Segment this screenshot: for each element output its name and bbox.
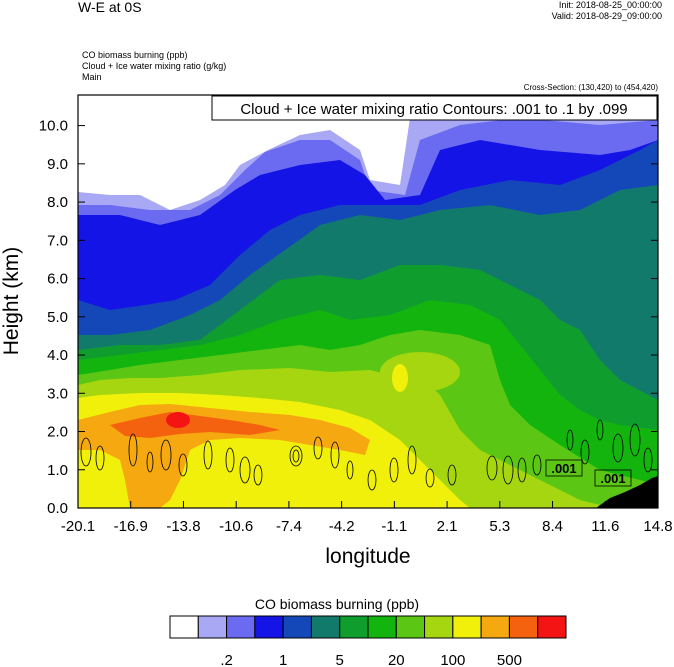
x-tick-label: 2.1 <box>437 518 458 535</box>
colorbar-label: 1 <box>279 652 287 667</box>
y-tick-label: 1.0 <box>47 462 68 479</box>
x-tick-label: 5.3 <box>489 518 510 535</box>
colorbar-swatch <box>310 615 341 639</box>
contour-label-box-1 <box>545 459 583 477</box>
y-tick-label: 9.0 <box>47 156 68 173</box>
colorbar-swatch <box>169 615 199 639</box>
colorbar-swatch <box>424 615 454 639</box>
plot-frame <box>77 94 659 509</box>
colorbar-swatch <box>452 615 482 639</box>
colorbar-label: 100 <box>440 652 465 667</box>
cloud-contours <box>80 419 653 491</box>
colorbar-swatch <box>537 615 567 639</box>
y-tick-label: 6.0 <box>47 271 68 288</box>
colorbar-swatch <box>395 615 426 639</box>
x-tick-label: 8.4 <box>542 518 563 535</box>
field-label-co: CO biomass burning (ppb) <box>82 50 188 60</box>
field-label-main: Main <box>82 72 102 82</box>
contour-label-2: .001 <box>600 471 625 486</box>
x-tick-label: -20.1 <box>61 518 95 535</box>
colorbar-swatch <box>480 615 510 639</box>
chart-title: W-E at 0S <box>78 0 142 15</box>
x-tick-label: 14.8 <box>643 518 672 535</box>
colorbar-swatch <box>339 615 369 639</box>
x-axis: -20.1 -16.9 -13.8 -10.6 -7.4 -4.2 -1.1 2.1 5.3 8.… <box>61 501 673 535</box>
x-tick-label: -1.1 <box>381 518 407 535</box>
field-band-white <box>78 95 658 210</box>
colorbar-label: 20 <box>388 652 405 667</box>
contour-label-box-2 <box>594 469 632 487</box>
colorbar-swatch <box>197 615 228 639</box>
x-tick-label: -10.6 <box>219 518 253 535</box>
colorbar-swatch <box>226 615 256 639</box>
x-tick-label: -16.9 <box>114 518 148 535</box>
contour-label-1: .001 <box>551 461 576 476</box>
contour-info-text: Cloud + Ice water mixing ratio Contours:… <box>240 101 627 118</box>
co-field <box>78 95 658 508</box>
y-tick-label: 3.0 <box>47 385 68 402</box>
colorbar-swatch <box>282 615 312 639</box>
colorbar-swatch <box>254 615 284 639</box>
y-tick-label: 5.0 <box>47 309 68 326</box>
valid-time-label: Valid: 2018-08-29_09:00:00 <box>551 11 662 21</box>
cross-section-label: Cross-Section: (130,420) to (454,420) <box>523 83 658 92</box>
x-tick-label: -4.2 <box>329 518 355 535</box>
y-tick-label: 4.0 <box>47 347 68 364</box>
x-tick-label: -7.4 <box>276 518 302 535</box>
colorbar-label: 5 <box>336 652 344 667</box>
contour-info-box <box>211 95 658 121</box>
x-axis-title: longitude <box>325 545 410 568</box>
colorbar-swatch <box>367 615 397 639</box>
y-tick-label: 7.0 <box>47 232 68 249</box>
y-axis: 0.0 1.0 2.0 3.0 4.0 5.0 6.0 7.0 8.0 9.0 10.0 <box>39 118 658 517</box>
colorbar-title: CO biomass burning (ppb) <box>254 596 420 612</box>
y-axis-title: Height (km) <box>0 247 23 356</box>
terrain-fill <box>596 476 658 508</box>
field-label-cloud: Cloud + Ice water mixing ratio (g/kg) <box>82 61 227 71</box>
colorbar-swatch <box>508 615 539 639</box>
field-band-dkorange <box>110 412 280 438</box>
field-island-lime <box>380 352 460 392</box>
init-time-label: Init: 2018-08-25_00:00:00 <box>558 0 662 10</box>
y-tick-label: 10.0 <box>39 118 68 135</box>
x-tick-label: 11.6 <box>591 518 619 535</box>
field-island-yellow <box>392 364 408 392</box>
y-tick-label: 8.0 <box>47 194 68 211</box>
colorbar-label: .2 <box>220 652 233 667</box>
y-tick-label: 0.0 <box>47 500 68 517</box>
colorbar: .2 1 5 20 100 500 <box>169 615 567 667</box>
colorbar-label: 500 <box>497 652 522 667</box>
field-patch-red <box>166 412 190 428</box>
x-tick-label: -13.8 <box>166 518 200 535</box>
y-tick-label: 2.0 <box>47 424 68 441</box>
